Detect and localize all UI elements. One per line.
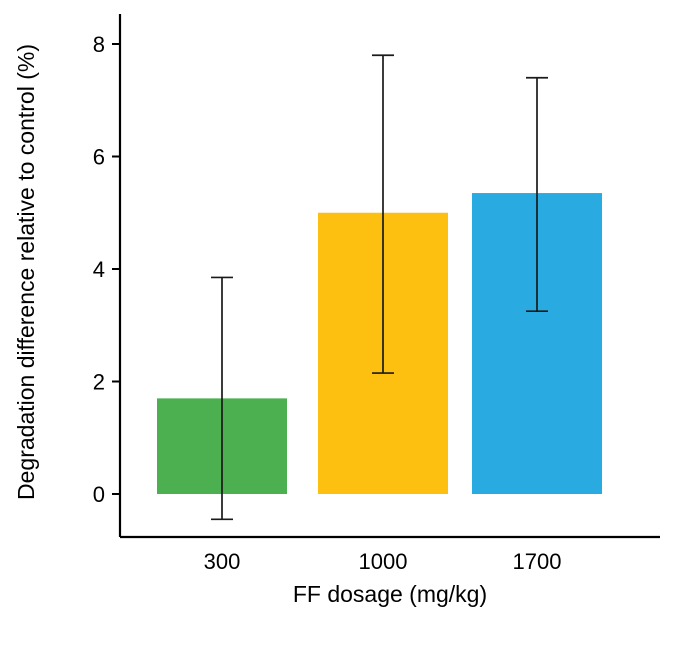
y-tick-label: 4	[93, 257, 105, 282]
bars-group	[157, 193, 602, 494]
ticks-group: 300 1000 1700 0 2 4 6 8	[93, 32, 562, 574]
error-bars-group	[211, 54, 548, 521]
x-tick-label: 1700	[513, 549, 562, 574]
y-tick-label: 2	[93, 370, 105, 395]
y-tick-label: 6	[93, 145, 105, 170]
axes-group	[118, 14, 660, 539]
y-axis-title: Degradation difference relative to contr…	[13, 44, 39, 500]
y-tick-label: 0	[93, 482, 105, 507]
y-tick-label: 8	[93, 32, 105, 57]
x-tick-label: 300	[204, 549, 241, 574]
x-axis-title: FF dosage (mg/kg)	[293, 581, 487, 607]
x-tick-label: 1000	[359, 549, 408, 574]
